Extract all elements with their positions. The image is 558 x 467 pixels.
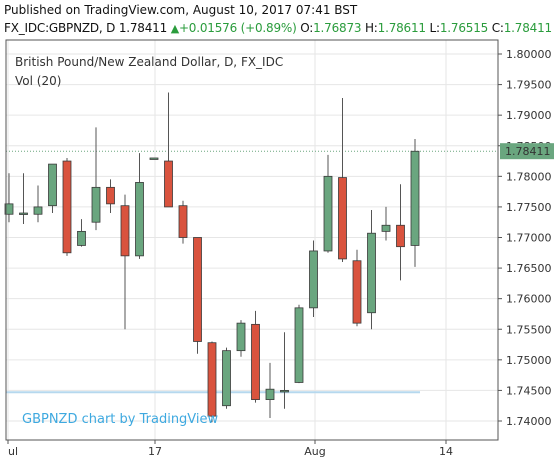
quote-line: FX_IDC:GBPNZD, D 1.78411 ▲+0.01576 (+0.8… bbox=[4, 21, 556, 35]
volume-label: Vol (20) bbox=[15, 74, 61, 88]
high-value: 1.78611 bbox=[377, 21, 426, 35]
low-value: 1.76515 bbox=[439, 21, 489, 35]
candle-body bbox=[91, 186, 101, 223]
symbol-label: FX_IDC:GBPNZD, D bbox=[4, 21, 116, 35]
candle bbox=[294, 304, 304, 384]
candle-body bbox=[164, 160, 173, 208]
candle bbox=[77, 219, 86, 247]
candle-body bbox=[396, 224, 405, 248]
candle bbox=[120, 194, 130, 330]
y-tick-label: 1.77000 bbox=[506, 232, 552, 245]
candle bbox=[367, 209, 376, 330]
candle-body bbox=[309, 250, 318, 309]
published-line: Published on TradingView.com, August 10,… bbox=[4, 3, 358, 17]
candle-body bbox=[352, 260, 362, 324]
candle-body bbox=[33, 206, 43, 215]
candle-body bbox=[367, 232, 376, 314]
candle bbox=[19, 173, 28, 225]
y-axis: 1.800001.795001.790001.785001.780001.775… bbox=[498, 48, 552, 428]
candle-body bbox=[410, 150, 420, 246]
y-tick-label: 1.75000 bbox=[506, 354, 552, 367]
up-arrow-icon: ▲ bbox=[170, 22, 179, 35]
candle-body bbox=[178, 205, 188, 238]
x-axis: ul 17 Aug 14 bbox=[7, 440, 453, 458]
candle bbox=[309, 240, 318, 318]
candle bbox=[149, 157, 159, 160]
x-tick-label: Aug bbox=[304, 445, 325, 458]
candle-body bbox=[294, 307, 304, 383]
candle bbox=[135, 153, 144, 259]
y-tick-label: 1.78000 bbox=[506, 170, 552, 183]
candle-body bbox=[106, 186, 115, 205]
candle-body bbox=[77, 230, 86, 246]
candle-body bbox=[149, 157, 159, 160]
last-price-tag-label: 1.78411 bbox=[505, 145, 551, 158]
last-price-tag-bg bbox=[500, 143, 554, 160]
candle-body bbox=[280, 390, 289, 393]
y-tick-label: 1.80000 bbox=[506, 48, 552, 61]
candles bbox=[4, 92, 420, 423]
open-label: O: bbox=[300, 21, 314, 35]
y-tick-label: 1.79000 bbox=[506, 109, 552, 122]
open-value: 1.76873 bbox=[313, 21, 362, 35]
candle bbox=[236, 320, 246, 357]
y-tick-label: 1.76500 bbox=[506, 262, 552, 275]
candle-body bbox=[381, 224, 391, 232]
candle bbox=[323, 154, 333, 253]
chart-title: British Pound/New Zealand Dollar, D, FX_… bbox=[15, 55, 283, 69]
high-label: H: bbox=[364, 21, 378, 35]
candle-body bbox=[48, 163, 57, 207]
y-tick-label: 1.74500 bbox=[506, 384, 552, 397]
candle-body bbox=[265, 388, 275, 400]
y-tick-label: 1.75500 bbox=[506, 323, 552, 336]
candle bbox=[207, 341, 217, 423]
candle-body bbox=[62, 160, 72, 254]
candle-body bbox=[19, 212, 28, 215]
candle-body bbox=[236, 322, 246, 352]
candle bbox=[396, 184, 405, 281]
candle bbox=[62, 157, 72, 256]
candle-body bbox=[251, 323, 260, 400]
last-price: 1.78411 bbox=[118, 21, 168, 35]
candle-body bbox=[207, 342, 217, 417]
candle bbox=[164, 92, 173, 208]
y-tick-label: 1.74000 bbox=[506, 415, 552, 428]
candle bbox=[381, 206, 391, 241]
candle bbox=[48, 163, 57, 214]
x-tick-label: ul bbox=[8, 445, 18, 458]
candle bbox=[280, 332, 289, 409]
plot-frame bbox=[5, 39, 499, 441]
y-tick-label: 1.76000 bbox=[506, 293, 552, 306]
candle-body bbox=[222, 350, 231, 407]
last-price-tag: 1.78411 bbox=[500, 143, 554, 160]
candle bbox=[222, 347, 231, 409]
x-tick-label: 14 bbox=[439, 445, 453, 458]
candle-body bbox=[338, 177, 347, 260]
candle bbox=[410, 139, 420, 267]
candle-body bbox=[135, 182, 144, 257]
close-value: 1.78411 bbox=[503, 21, 552, 35]
watermark: GBPNZD chart by TradingView bbox=[22, 412, 219, 427]
candle-body bbox=[120, 205, 130, 257]
x-tick-label: 17 bbox=[148, 445, 162, 458]
candle bbox=[106, 179, 115, 214]
price-change: +0.01576 (+0.89%) bbox=[178, 21, 297, 35]
close-label: C: bbox=[491, 21, 504, 35]
candle-body bbox=[323, 175, 333, 252]
candle-body bbox=[193, 237, 202, 342]
candle bbox=[91, 127, 101, 231]
candle bbox=[33, 185, 43, 223]
candle bbox=[178, 200, 188, 244]
candle bbox=[251, 310, 260, 403]
candle bbox=[352, 249, 362, 327]
low-label: L: bbox=[429, 21, 441, 35]
candle bbox=[193, 237, 202, 354]
candle bbox=[338, 98, 347, 262]
candle-body bbox=[4, 203, 14, 215]
candle bbox=[265, 362, 275, 418]
y-tick-label: 1.79500 bbox=[506, 79, 552, 92]
candle bbox=[4, 173, 14, 223]
y-tick-label: 1.77500 bbox=[506, 201, 552, 214]
